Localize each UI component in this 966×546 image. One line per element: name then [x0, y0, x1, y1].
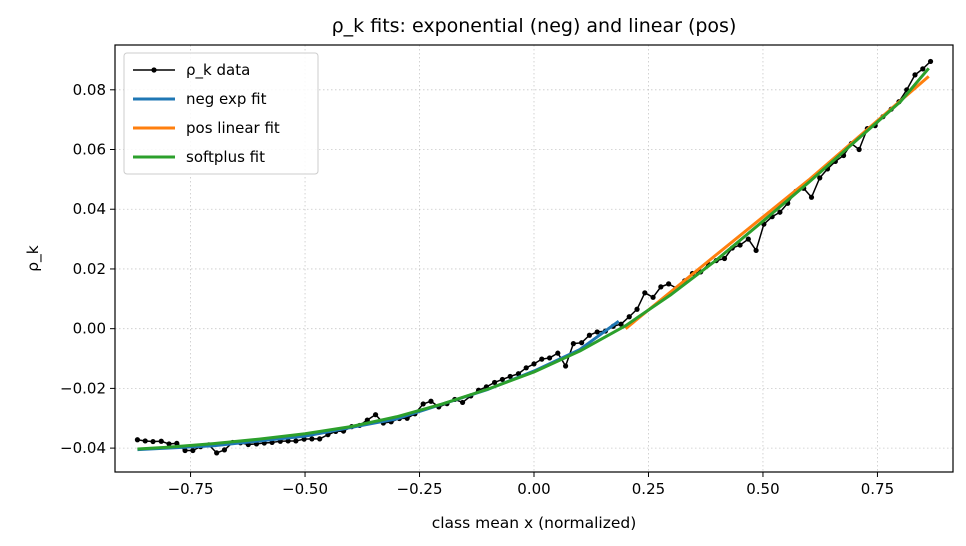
y-tick-label: 0.00: [73, 320, 106, 338]
data-point: [562, 363, 569, 369]
legend: ρ_k data neg exp fit pos linear fit softplu…: [123, 52, 319, 175]
x-tick-label: 0.50: [746, 480, 779, 498]
data-point: [293, 438, 299, 444]
data-point: [523, 365, 529, 371]
data-point: [817, 175, 823, 181]
data-point: [309, 436, 315, 442]
x-tick-label: −0.50: [282, 480, 328, 498]
data-point: [492, 379, 498, 386]
data-point: [182, 447, 188, 454]
data-point: [570, 341, 576, 347]
data-point: [459, 399, 466, 406]
data-point: [927, 58, 934, 65]
data-point: [507, 373, 513, 380]
legend-label: neg exp fit: [186, 90, 267, 108]
x-tick-label: −0.75: [168, 480, 214, 498]
data-point: [555, 350, 561, 356]
legend-marker: [151, 67, 157, 73]
data-point: [499, 376, 506, 383]
data-point: [634, 306, 640, 312]
y-tick-label: 0.04: [73, 200, 106, 218]
chart-title: ρ_k fits: exponential (neg) and linear (…: [332, 15, 737, 37]
data-point: [745, 236, 751, 242]
data-point: [579, 340, 585, 346]
data-point: [626, 314, 632, 320]
x-axis-title: class mean x (normalized): [432, 514, 637, 532]
data-point: [531, 361, 537, 367]
y-axis-title: ρ_k: [24, 245, 43, 272]
data-point: [920, 66, 926, 72]
x-tick-label: 0.25: [632, 480, 665, 498]
y-tick-label: −0.02: [60, 379, 106, 397]
data-point: [666, 281, 672, 287]
data-point: [737, 242, 743, 248]
x-tick-label: −0.25: [397, 480, 443, 498]
legend-label: softplus fit: [186, 148, 265, 166]
legend-label: pos linear fit: [186, 119, 280, 137]
data-point: [856, 146, 862, 153]
data-point: [753, 247, 759, 254]
data-point: [594, 329, 600, 335]
data-point: [586, 332, 593, 338]
data-point: [317, 436, 323, 442]
data-point: [420, 401, 426, 407]
data-point: [134, 437, 141, 443]
data-point: [166, 441, 172, 447]
data-point: [546, 355, 553, 361]
data-point: [777, 209, 783, 215]
data-point: [142, 438, 148, 444]
plot-series: [134, 58, 934, 456]
data-point: [539, 356, 545, 362]
data-point: [285, 438, 291, 444]
data-point: [650, 294, 656, 300]
y-tick-label: 0.02: [73, 260, 106, 278]
data-point: [221, 447, 228, 453]
data-point: [174, 440, 180, 446]
series-line-4: [137, 67, 930, 451]
y-tick-label: −0.04: [60, 439, 106, 457]
data-point: [642, 290, 648, 296]
y-tick-label: 0.06: [73, 141, 106, 159]
data-point: [912, 72, 918, 78]
legend-label: ρ_k data: [186, 61, 250, 80]
data-point: [372, 412, 379, 418]
axis-ticks: −0.75 −0.50 −0.25 0.00 0.25 0.50 0.75 −0.04 −0.0…: [60, 81, 894, 498]
data-point: [618, 321, 624, 327]
data-point: [158, 438, 164, 444]
data-point: [658, 284, 664, 290]
data-point: [808, 194, 815, 200]
data-point: [214, 450, 220, 456]
data-point: [515, 371, 522, 377]
data-point: [721, 255, 728, 262]
data-point: [190, 447, 196, 454]
x-tick-label: 0.00: [517, 480, 550, 498]
y-tick-label: 0.08: [73, 81, 106, 99]
grid: [115, 45, 953, 472]
data-point: [428, 398, 434, 404]
legend-frame: [123, 52, 319, 175]
x-tick-label: 0.75: [861, 480, 894, 498]
data-point: [150, 438, 156, 445]
